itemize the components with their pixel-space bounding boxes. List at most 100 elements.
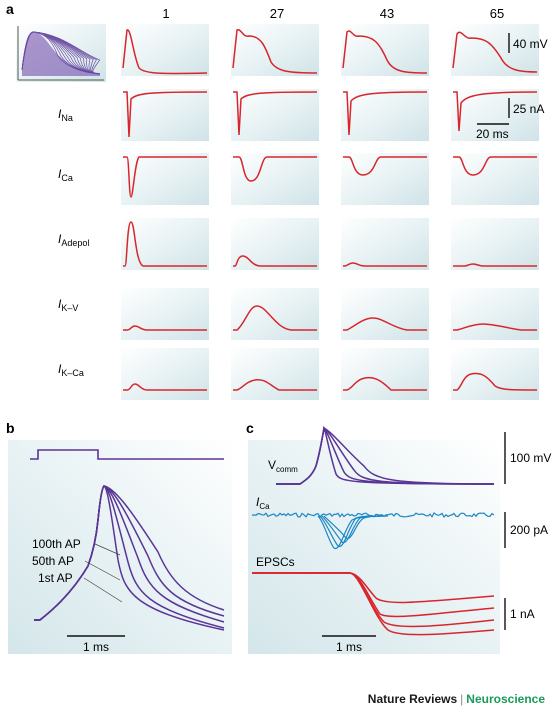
vcomm-trace <box>276 426 495 485</box>
ica-trace <box>323 515 389 540</box>
trace-cell <box>341 218 429 270</box>
current-trace <box>452 31 538 73</box>
credit-separator: | <box>460 692 464 706</box>
ap-pointer-1st <box>83 577 123 603</box>
current-trace <box>123 91 208 138</box>
journal-name: Nature Reviews <box>367 692 458 706</box>
row-label-ica: ICa <box>58 167 73 183</box>
action-potential-traces <box>34 485 225 631</box>
ap-label-100th: 100th AP <box>32 537 81 551</box>
current-trace <box>343 91 428 136</box>
panel-b: 100th AP 50th AP 1st AP 1 ms <box>8 440 232 654</box>
current-trace <box>123 325 207 331</box>
ap-pointer-50th <box>84 560 121 581</box>
trace-cell-background <box>231 288 319 340</box>
panel-c-scale-bars: 100 mV 200 pA 1 nA <box>504 432 551 630</box>
trace-cell-background <box>341 89 429 141</box>
journal-discipline: Neuroscience <box>466 692 545 706</box>
trace-cell <box>341 288 429 340</box>
trace-cell <box>121 89 209 141</box>
current-trace <box>233 378 317 391</box>
epsc-traces <box>252 572 495 636</box>
trace-cell <box>341 24 429 76</box>
current-trace <box>343 317 427 331</box>
column-header-1: 1 <box>162 6 169 21</box>
vcomm-traces <box>276 425 495 485</box>
trace-label-ica: ICa <box>256 495 270 511</box>
trace-cell <box>451 348 539 400</box>
trace-cell <box>341 89 429 141</box>
current-trace <box>123 221 207 267</box>
panel-b-time-scale-label: 1 ms <box>83 640 109 654</box>
trace-cell-background <box>341 24 429 76</box>
trace-cell-background <box>121 218 209 270</box>
trace-cell-background <box>121 288 209 340</box>
current-trace <box>232 29 318 74</box>
trace-cell-background <box>341 288 429 340</box>
panel-a-trace-grid <box>121 24 539 400</box>
current-trace <box>453 263 537 267</box>
current-trace <box>233 91 318 136</box>
trace-cell <box>121 348 209 400</box>
current-trace <box>343 376 427 391</box>
current-trace <box>233 255 317 267</box>
row-label-ikca: IK–Ca <box>58 362 84 378</box>
trace-cell-background <box>121 348 209 400</box>
trace-cell-background <box>341 218 429 270</box>
trace-cell <box>451 89 539 141</box>
current-scale-label: 25 nA <box>513 102 544 116</box>
trace-cell <box>231 218 319 270</box>
trace-cell-background <box>451 89 539 141</box>
command-waveform-thumbnail <box>16 24 106 82</box>
trace-cell <box>121 288 209 340</box>
column-header-65: 65 <box>490 6 504 21</box>
current-trace <box>343 262 427 267</box>
trace-cell <box>231 89 319 141</box>
trace-cell-background <box>451 348 539 400</box>
trace-cell-background <box>231 89 319 141</box>
voltage-scale-label: 40 mV <box>513 37 548 51</box>
trace-cell <box>121 218 209 270</box>
trace-cell-background <box>121 24 209 76</box>
current-trace <box>122 29 208 75</box>
trace-cell <box>231 288 319 340</box>
panel-c: Vcomm ICa EPSCs 1 ms <box>248 425 500 654</box>
current-trace <box>233 156 317 182</box>
trace-cell <box>341 153 429 205</box>
panel-label-b: b <box>6 420 15 436</box>
trace-cell-background <box>341 153 429 205</box>
trace-cell-background <box>121 89 209 141</box>
stimulus-trace <box>30 449 224 460</box>
trace-cell <box>231 153 319 205</box>
trace-cell-background <box>451 153 539 205</box>
trace-cell <box>451 153 539 205</box>
trace-cell <box>231 348 319 400</box>
row-label-ikv: IK–V <box>58 297 78 313</box>
trace-cell-background <box>341 348 429 400</box>
panel-c-voltage-scale-label: 100 mV <box>510 451 551 465</box>
current-trace <box>453 91 538 132</box>
trace-cell-background <box>451 218 539 270</box>
trace-cell <box>451 24 539 76</box>
panel-c-current2-scale-label: 1 nA <box>510 607 535 621</box>
current-trace <box>233 305 317 331</box>
journal-credit: Nature Reviews | Neuroscience <box>368 692 545 706</box>
ica-traces <box>252 512 495 549</box>
trace-cell-background <box>231 218 319 270</box>
current-trace <box>123 156 207 198</box>
trace-cell <box>231 24 319 76</box>
trace-cell-background <box>231 153 319 205</box>
trace-cell <box>121 24 209 76</box>
panel-c-current-scale-label: 200 pA <box>510 523 548 537</box>
time-scale-label: 20 ms <box>476 127 509 141</box>
column-header-27: 27 <box>270 6 284 21</box>
trace-label-vcomm: Vcomm <box>268 458 298 474</box>
trace-cell-background <box>231 348 319 400</box>
current-trace <box>123 383 207 391</box>
panel-a-scale-bars: 40 mV 25 nA 20 ms <box>476 33 548 141</box>
trace-cell <box>451 218 539 270</box>
current-trace <box>343 156 427 176</box>
row-label-ina: INa <box>58 107 73 123</box>
panel-c-time-scale-label: 1 ms <box>336 640 362 654</box>
current-trace <box>342 30 428 74</box>
